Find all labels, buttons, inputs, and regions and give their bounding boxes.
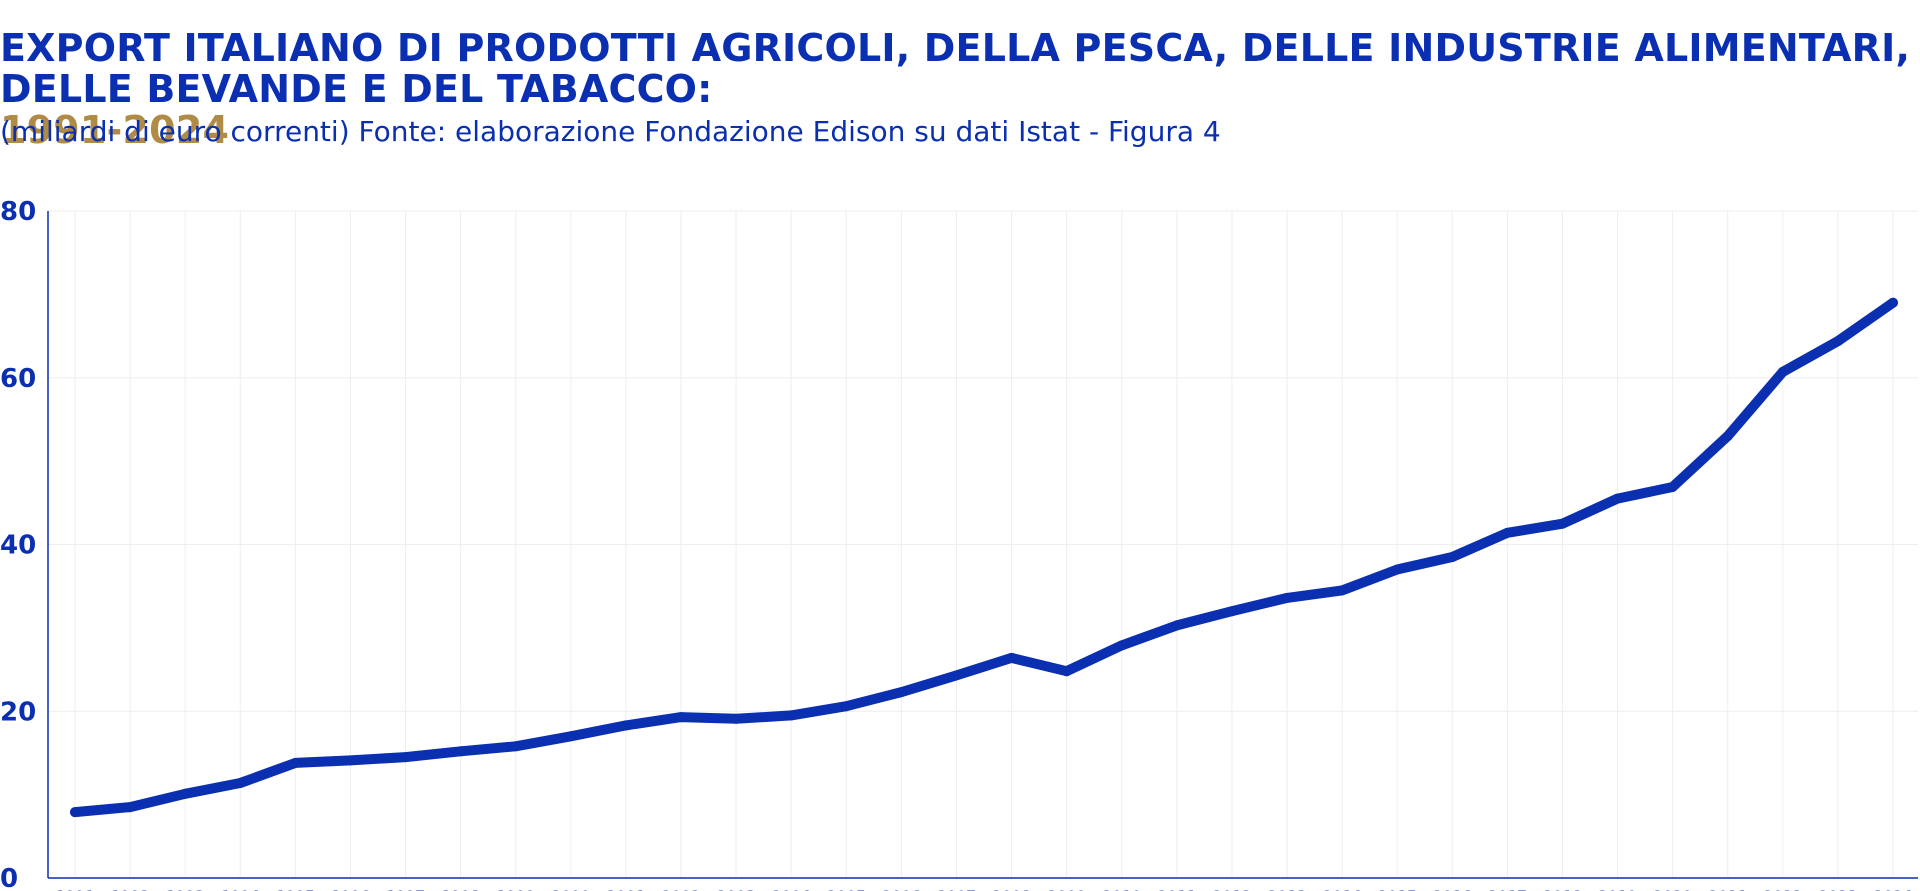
data-point-1997 bbox=[400, 752, 411, 763]
x-tick-label-2009: 2009 bbox=[1047, 889, 1086, 891]
data-point-2020 bbox=[1667, 481, 1678, 492]
x-tick-label-1998: 1998 bbox=[441, 889, 480, 891]
data-point-2008 bbox=[1006, 652, 1017, 663]
data-point-2024 bbox=[1888, 297, 1898, 308]
data-point-2011 bbox=[1171, 620, 1182, 631]
data-point-2021 bbox=[1722, 431, 1733, 442]
data-point-1991 bbox=[70, 807, 80, 818]
data-point-2014 bbox=[1337, 585, 1348, 596]
data-point-2012 bbox=[1226, 606, 1237, 617]
data-point-2006 bbox=[896, 687, 907, 698]
x-tick-label-2011: 2011 bbox=[1157, 889, 1196, 891]
x-tick-label-1992: 1992 bbox=[111, 889, 150, 891]
y-tick-label-60: 60 bbox=[0, 364, 36, 394]
data-point-2015 bbox=[1392, 564, 1403, 575]
x-tick-label-2012: 2012 bbox=[1212, 889, 1251, 891]
x-tick-label-2019: 2019 bbox=[1598, 889, 1637, 891]
data-point-2023 bbox=[1832, 336, 1843, 347]
data-point-1993 bbox=[180, 788, 191, 799]
data-point-2013 bbox=[1282, 592, 1292, 603]
x-tick-label-2016: 2016 bbox=[1433, 889, 1472, 891]
x-tick-label-2018: 2018 bbox=[1543, 889, 1582, 891]
x-tick-label-1995: 1995 bbox=[276, 889, 315, 891]
x-tick-label-2004: 2004 bbox=[772, 889, 811, 891]
x-tick-label-2022: 2022 bbox=[1763, 889, 1802, 891]
x-axis-ticks: 1991 1992 1993 1994 1995 1996 1997 1998 1999 2000… bbox=[56, 889, 1913, 891]
data-point-1994 bbox=[235, 777, 246, 788]
chart-subtitle: (miliardi di euro correnti) Fonte: elabo… bbox=[0, 115, 1221, 148]
x-tick-label-2001: 2001 bbox=[606, 889, 645, 891]
x-tick-label-1993: 1993 bbox=[166, 889, 205, 891]
x-tick-label-1999: 1999 bbox=[496, 889, 535, 891]
x-tick-label-2014: 2014 bbox=[1323, 889, 1362, 891]
chart-title: EXPORT ITALIANO DI PRODOTTI AGRICOLI, DE… bbox=[0, 28, 1920, 151]
chart-title-main: EXPORT ITALIANO DI PRODOTTI AGRICOLI, DE… bbox=[0, 26, 1911, 111]
axes bbox=[47, 211, 1918, 879]
grid-lines bbox=[48, 210, 1918, 878]
x-tick-label-2023: 2023 bbox=[1818, 889, 1857, 891]
x-tick-label-2002: 2002 bbox=[662, 889, 701, 891]
data-point-2010 bbox=[1116, 640, 1127, 651]
data-point-2004 bbox=[786, 710, 797, 721]
x-tick-label-2007: 2007 bbox=[937, 889, 976, 891]
x-tick-label-2003: 2003 bbox=[717, 889, 756, 891]
x-tick-label-1994: 1994 bbox=[221, 889, 260, 891]
x-tick-label-2008: 2008 bbox=[992, 889, 1031, 891]
x-tick-label-1997: 1997 bbox=[386, 889, 425, 891]
data-point-1996 bbox=[345, 755, 356, 766]
data-point-2022 bbox=[1777, 366, 1788, 377]
x-tick-label-2005: 2005 bbox=[827, 889, 866, 891]
data-point-1992 bbox=[125, 802, 136, 813]
x-tick-label-2006: 2006 bbox=[882, 889, 921, 891]
x-tick-label-2013: 2013 bbox=[1268, 889, 1307, 891]
data-point-2009 bbox=[1061, 666, 1072, 677]
y-tick-label-80: 80 bbox=[0, 197, 36, 227]
data-point-2002 bbox=[676, 712, 686, 723]
x-tick-label-2024: 2024 bbox=[1874, 889, 1913, 891]
data-point-2003 bbox=[731, 713, 742, 724]
x-tick-label-2010: 2010 bbox=[1102, 889, 1141, 891]
data-point-1999 bbox=[510, 741, 521, 752]
chart-title-years: 1991-2024 bbox=[0, 108, 230, 152]
y-tick-label-0: 0 bbox=[0, 864, 18, 891]
y-tick-label-20: 20 bbox=[0, 697, 36, 727]
data-point-2017 bbox=[1502, 527, 1513, 538]
data-point-2018 bbox=[1557, 518, 1568, 529]
data-point-2000 bbox=[565, 731, 576, 742]
data-point-2001 bbox=[620, 720, 631, 731]
series-layer bbox=[70, 297, 1898, 818]
series-line-0 bbox=[70, 297, 1898, 818]
data-point-1998 bbox=[455, 746, 466, 757]
data-point-2007 bbox=[951, 670, 962, 681]
x-tick-label-2017: 2017 bbox=[1488, 889, 1527, 891]
x-tick-label-1991: 1991 bbox=[56, 889, 95, 891]
x-tick-label-2020: 2020 bbox=[1653, 889, 1692, 891]
data-point-2019 bbox=[1612, 493, 1623, 504]
x-tick-label-1996: 1996 bbox=[331, 889, 370, 891]
x-tick-label-2000: 2000 bbox=[551, 889, 590, 891]
y-axis-ticks: 0 20 40 60 80 bbox=[0, 197, 36, 891]
data-point-2005 bbox=[841, 701, 852, 712]
y-tick-label-40: 40 bbox=[0, 531, 36, 561]
x-tick-label-2015: 2015 bbox=[1378, 889, 1417, 891]
data-point-2016 bbox=[1447, 552, 1458, 563]
data-point-1995 bbox=[290, 757, 301, 768]
x-tick-label-2021: 2021 bbox=[1708, 889, 1747, 891]
